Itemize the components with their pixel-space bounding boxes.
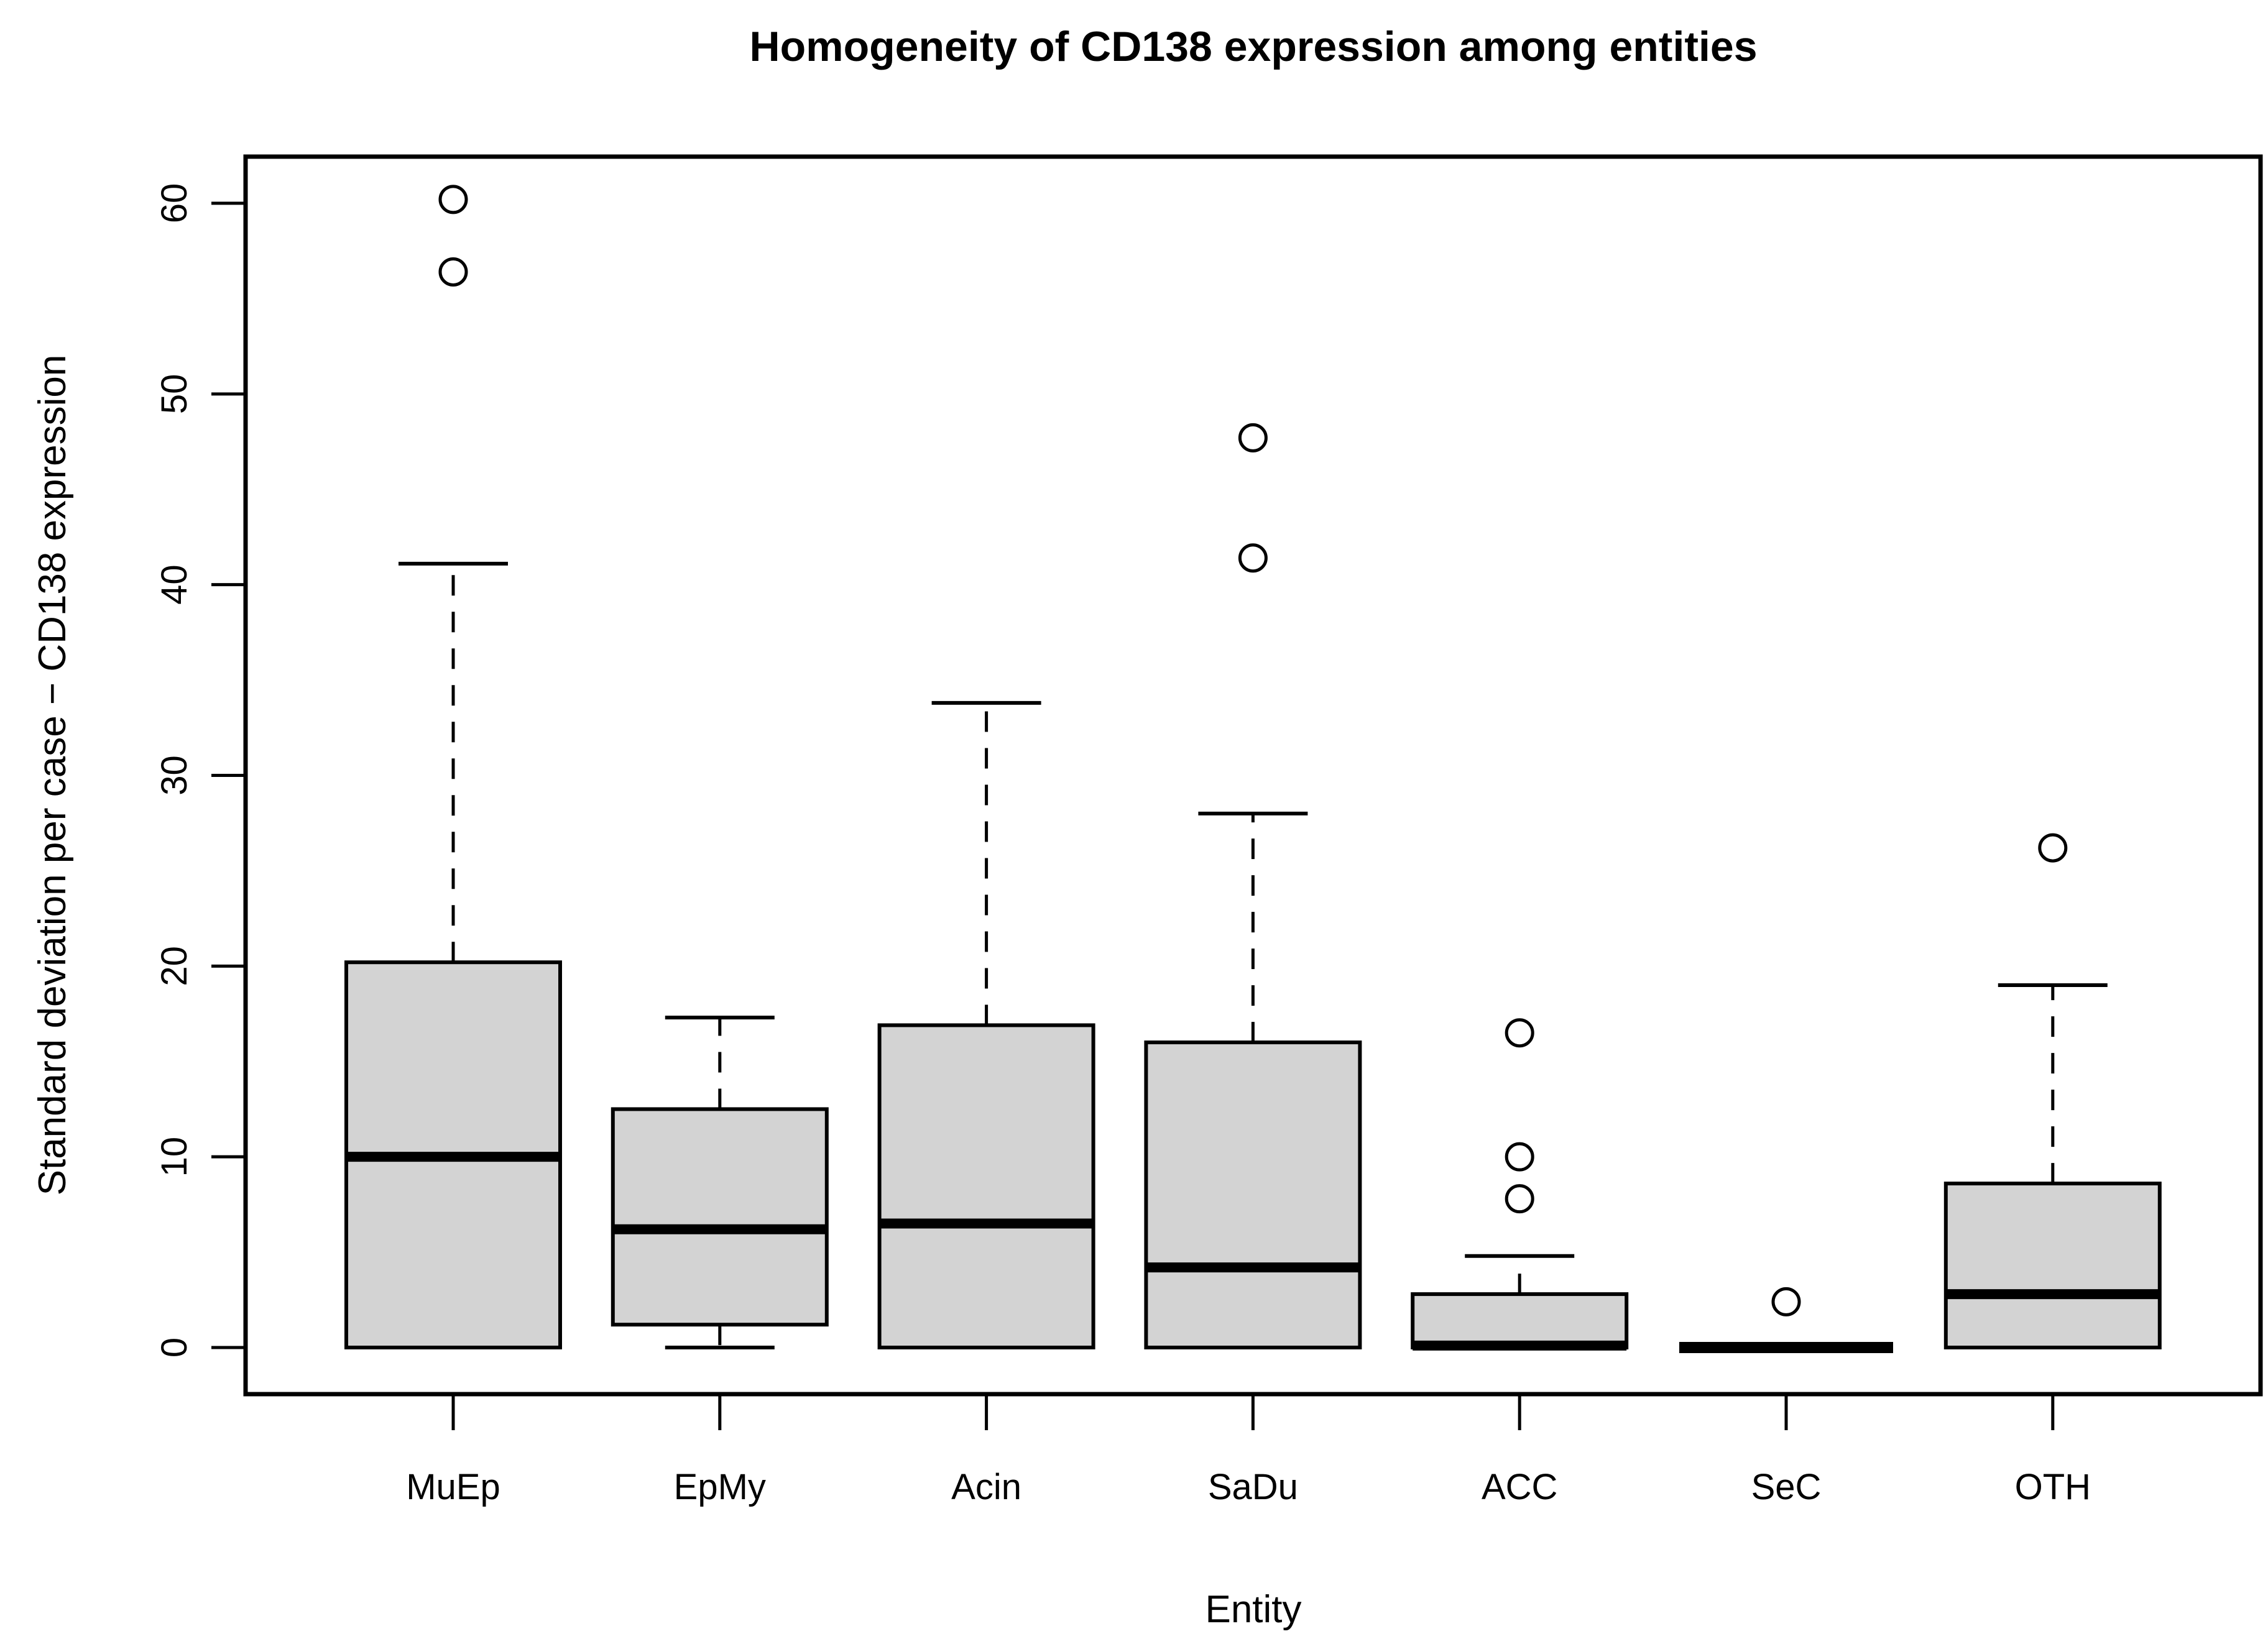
box-SeC bbox=[1679, 1287, 1893, 1353]
x-tick-label: ACC bbox=[1482, 1467, 1557, 1507]
y-tick-label: 20 bbox=[154, 946, 195, 986]
box-OTH bbox=[1943, 833, 2162, 1350]
outlier-point bbox=[1771, 1287, 1801, 1316]
iqr-box bbox=[877, 1023, 1095, 1349]
outlier-point bbox=[1238, 543, 1268, 573]
outlier-point bbox=[1238, 423, 1268, 452]
box-MuEp bbox=[344, 185, 562, 1349]
y-tick-label: 60 bbox=[154, 183, 195, 224]
outlier-point bbox=[438, 185, 468, 214]
x-tick-label: EpMy bbox=[674, 1467, 766, 1507]
outlier-point bbox=[1505, 1142, 1534, 1172]
outlier-point bbox=[1505, 1018, 1534, 1048]
box-EpMy bbox=[611, 1016, 829, 1349]
y-tick-label: 50 bbox=[154, 374, 195, 415]
x-axis-label: Entity bbox=[1205, 1588, 1301, 1631]
plot-frame bbox=[243, 154, 2263, 1397]
iqr-box bbox=[611, 1107, 829, 1327]
outlier-point bbox=[438, 257, 468, 287]
x-tick-label: SaDu bbox=[1208, 1467, 1298, 1507]
y-tick-label: 10 bbox=[154, 1137, 195, 1177]
outlier-point bbox=[2038, 833, 2068, 863]
y-tick-label: 40 bbox=[154, 564, 195, 605]
y-axis-label: Standard deviation per case − CD138 expr… bbox=[31, 355, 74, 1196]
y-tick-label: 30 bbox=[154, 755, 195, 796]
box-Acin bbox=[877, 700, 1095, 1349]
iqr-box bbox=[1943, 1182, 2162, 1350]
x-tick-label: SeC bbox=[1751, 1467, 1822, 1507]
box-ACC bbox=[1411, 1018, 1629, 1351]
box-SaDu bbox=[1144, 423, 1362, 1350]
outlier-point bbox=[1505, 1184, 1534, 1214]
boxes-layer bbox=[344, 185, 2162, 1353]
chart-title: Homogeneity of CD138 expression among en… bbox=[749, 23, 1757, 70]
iqr-box bbox=[1144, 1040, 1362, 1350]
x-tick-label: MuEp bbox=[406, 1467, 500, 1507]
iqr-box bbox=[1411, 1292, 1629, 1350]
x-tick-label: Acin bbox=[951, 1467, 1021, 1507]
axes-layer: 0 10 20 30 40 50 60 MuEp EpMy Acin SaDu ACC SeC OTH bbox=[154, 183, 2091, 1507]
x-tick-label: OTH bbox=[2015, 1467, 2091, 1507]
y-tick-label: 0 bbox=[154, 1338, 195, 1357]
